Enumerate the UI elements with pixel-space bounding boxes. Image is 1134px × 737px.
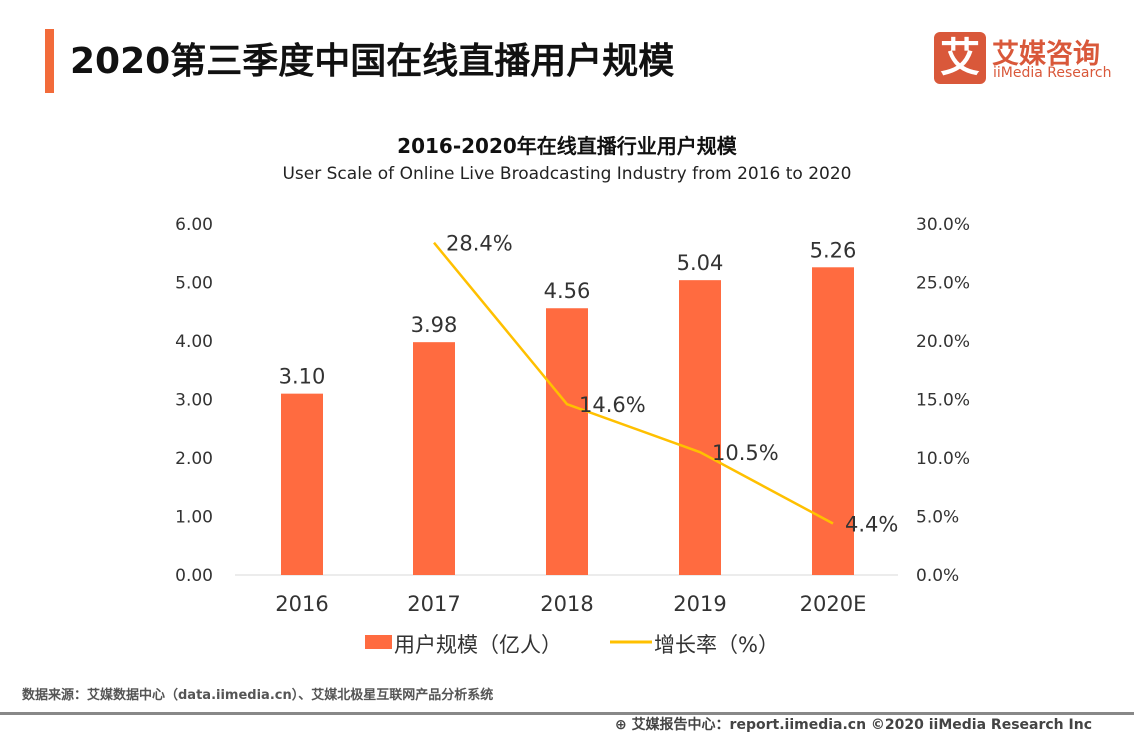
bar: [281, 393, 323, 575]
line-label: 4.4%: [845, 513, 898, 537]
x-tick: 2019: [673, 592, 726, 616]
y-right-tick: 10.0%: [916, 449, 970, 469]
y-right-tick: 20.0%: [916, 332, 970, 352]
y-right-tick: 30.0%: [916, 215, 970, 235]
line-label: 10.5%: [712, 441, 779, 465]
globe-icon: ⊕: [614, 717, 632, 733]
line-label: 28.4%: [446, 232, 513, 256]
bar-label: 3.10: [279, 365, 326, 389]
line-label: 14.6%: [579, 393, 646, 417]
legend-bar-label: 用户规模（亿人）: [394, 633, 562, 657]
y-left-tick: 6.00: [175, 215, 213, 235]
x-tick: 2020E: [800, 592, 867, 616]
y-left-tick: 0.00: [175, 566, 213, 586]
footer-divider: [0, 712, 1134, 715]
page-title: 2020第三季度中国在线直播用户规模: [70, 41, 675, 82]
footer-text: 艾媒报告中心：report.iimedia.cn ©2020 iiMedia R…: [631, 717, 1092, 733]
x-tick: 2017: [407, 592, 460, 616]
y-right-tick: 15.0%: [916, 391, 970, 411]
x-tick: 2018: [540, 592, 593, 616]
data-source: 数据来源：艾媒数据中心（data.iimedia.cn）、艾媒北极星互联网产品分…: [22, 688, 494, 703]
chart-title: 2016-2020年在线直播行业用户规模: [397, 134, 737, 158]
legend-line-label: 增长率（%）: [654, 633, 779, 657]
y-right-tick: 25.0%: [916, 274, 970, 294]
bar-label: 3.98: [411, 313, 458, 337]
logo-en: iiMedia Research: [993, 65, 1112, 81]
y-left-tick: 4.00: [175, 332, 213, 352]
iimedia-logo: 艾 艾媒咨询 iiMedia Research: [934, 32, 1112, 84]
x-tick: 2016: [275, 592, 328, 616]
bar: [413, 342, 455, 575]
title-accent-bar: [45, 29, 54, 93]
bar: [812, 267, 854, 575]
logo-mark: 艾: [934, 32, 986, 84]
footer-report: ⊕ 艾媒报告中心：report.iimedia.cn ©2020 iiMedia…: [615, 714, 1092, 734]
y-right-tick: 5.0%: [916, 508, 959, 528]
bar: [679, 280, 721, 575]
bar-label: 5.26: [810, 238, 857, 262]
growth-line: [433, 241, 834, 525]
y-right-tick: 0.0%: [916, 566, 959, 586]
y-left-tick: 3.00: [175, 391, 213, 411]
bar-label: 5.04: [677, 251, 724, 275]
bar: [546, 308, 588, 575]
y-left-tick: 5.00: [175, 274, 213, 294]
y-left-tick: 1.00: [175, 508, 213, 528]
logo-cn: 艾媒咨询: [992, 39, 1100, 70]
y-left-tick: 2.00: [175, 449, 213, 469]
legend-bar-swatch: [365, 635, 392, 649]
chart-subtitle: User Scale of Online Live Broadcasting I…: [282, 164, 852, 184]
bar-label: 4.56: [544, 279, 591, 303]
